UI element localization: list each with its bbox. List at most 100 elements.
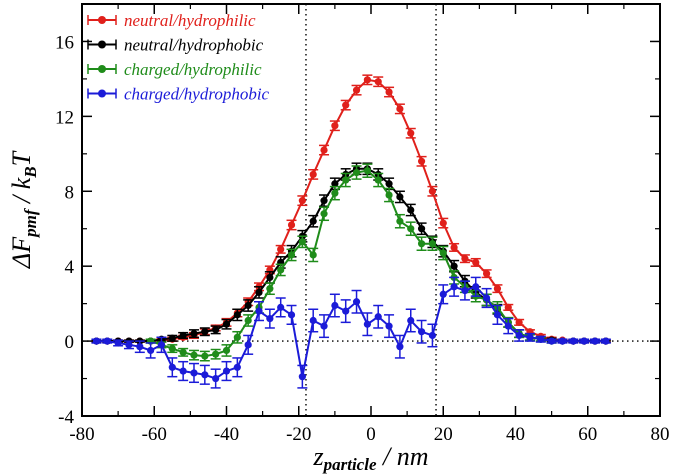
data-point: [222, 367, 231, 375]
x-tick-label: 60: [578, 424, 597, 445]
legend-entry: neutral/hydrophobic: [87, 36, 264, 55]
data-point: [287, 221, 296, 229]
data-point: [385, 191, 393, 199]
data-point: [244, 341, 252, 349]
data-point: [417, 157, 426, 165]
data-point: [222, 320, 231, 328]
data-point: [212, 350, 220, 358]
legend-entry: charged/hydrophobic: [87, 85, 270, 104]
data-point: [428, 331, 437, 340]
data-point: [396, 105, 404, 113]
x-tick-label: -20: [286, 424, 311, 445]
data-point: [320, 146, 328, 154]
data-point: [277, 266, 285, 274]
y-tick-label: -4: [58, 407, 74, 428]
y-tick-label: 4: [65, 257, 75, 278]
data-point: [428, 240, 437, 248]
data-point: [190, 351, 198, 359]
data-point: [233, 363, 241, 371]
data-point: [483, 294, 491, 302]
data-point: [580, 337, 588, 345]
data-point: [244, 316, 252, 325]
legend-swatch-marker: [98, 16, 106, 24]
y-axis-title-sub2: B: [21, 166, 40, 178]
data-point: [472, 258, 480, 267]
data-point: [320, 197, 328, 205]
reference-lines: [82, 4, 660, 416]
axis-ticks: [81, 3, 661, 417]
data-point: [602, 337, 610, 345]
x-tick-label: 80: [651, 424, 670, 445]
data-point: [331, 189, 339, 197]
data-point: [222, 346, 231, 355]
series-neutral-hydrophobic: [91, 162, 611, 345]
data-point: [342, 101, 350, 109]
data-point: [320, 210, 328, 218]
data-point: [201, 371, 209, 379]
data-point: [526, 333, 534, 341]
data-point: [147, 346, 155, 355]
data-point: [493, 285, 502, 293]
data-point: [266, 285, 274, 293]
data-point: [548, 337, 556, 345]
data-point: [168, 344, 176, 353]
data-point: [515, 318, 523, 326]
data-point: [255, 307, 263, 315]
series-charged-hydrophobic: [91, 276, 611, 389]
data-point: [168, 334, 176, 342]
data-point: [374, 313, 382, 321]
data-point: [125, 341, 133, 349]
y-tick-label: 16: [55, 32, 74, 53]
data-point: [298, 197, 306, 205]
legend-label: charged/hydrophilic: [124, 60, 262, 79]
data-point: [417, 328, 426, 336]
data-point: [569, 337, 577, 345]
x-axis-title-main: z: [312, 442, 323, 471]
legend-swatch-marker: [98, 65, 106, 73]
data-point: [407, 316, 415, 325]
data-point: [298, 238, 306, 246]
data-point: [233, 333, 241, 341]
data-point: [385, 88, 393, 96]
data-point: [504, 322, 512, 330]
data-point: [331, 122, 339, 130]
data-point: [342, 176, 350, 184]
data-point: [363, 76, 371, 84]
data-point: [136, 343, 144, 351]
y-tick-label: 0: [65, 332, 75, 353]
data-point: [450, 243, 458, 252]
data-point: [233, 311, 241, 319]
data-point: [352, 298, 361, 306]
data-point: [331, 180, 339, 188]
legend-label: charged/hydrophobic: [124, 85, 270, 104]
data-point: [396, 217, 404, 225]
data-point: [179, 367, 187, 375]
data-point: [309, 217, 317, 225]
legend: neutral/hydrophilic neutral/hydrophobic ch…: [87, 11, 270, 104]
data-point: [255, 288, 263, 296]
data-point: [277, 303, 285, 311]
data-point: [385, 180, 393, 188]
x-tick-label: -40: [214, 424, 239, 445]
x-axis-title-rest: / nm: [377, 442, 429, 471]
series-line: [150, 169, 552, 358]
data-point: [179, 331, 187, 340]
data-point: [201, 328, 209, 336]
data-point: [331, 301, 339, 310]
legend-label: neutral/hydrophobic: [124, 36, 264, 55]
data-point: [352, 168, 361, 177]
data-point: [92, 337, 101, 345]
data-point: [114, 339, 122, 347]
data-point: [352, 86, 361, 94]
data-point: [515, 331, 523, 340]
data-point: [407, 225, 415, 233]
data-point: [428, 187, 437, 195]
y-axis-title-sub: pmf: [21, 207, 40, 239]
data-point: [103, 337, 111, 345]
data-point: [374, 78, 382, 86]
data-point: [396, 343, 404, 351]
x-tick-label: -80: [69, 424, 94, 445]
series-group: [91, 74, 611, 389]
